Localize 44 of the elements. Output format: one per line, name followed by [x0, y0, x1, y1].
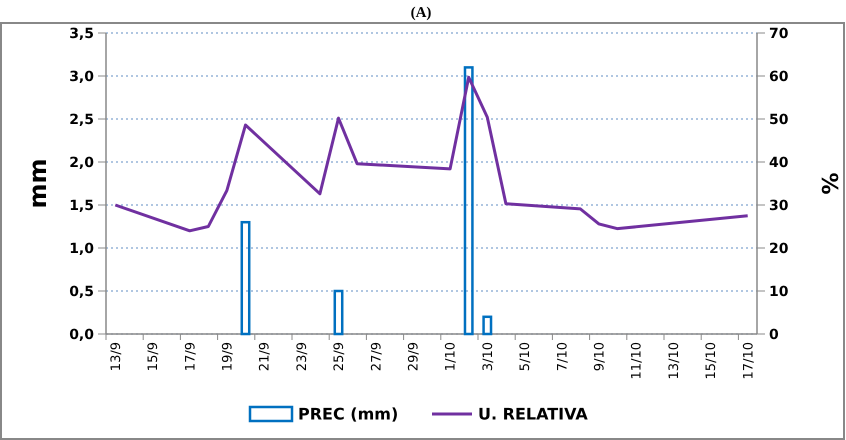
y2-axis-title: % — [816, 172, 841, 195]
y2-tick-label: 40 — [769, 154, 789, 171]
chart-title: (A) — [410, 5, 432, 21]
x-tick-label: 27/9 — [369, 342, 384, 372]
line-series — [114, 76, 750, 232]
x-tick-label: 25/9 — [332, 342, 348, 372]
x-tick-label: 3/10 — [480, 342, 496, 372]
y2-tick-label: 20 — [769, 240, 789, 257]
x-tick-label: 17/10 — [741, 342, 756, 380]
y2-tick-label: 30 — [769, 198, 789, 214]
legend-label: U. RELATIVA — [478, 404, 588, 424]
x-tick-label: 5/10 — [518, 342, 534, 372]
bar — [464, 66, 474, 336]
y-tick-label: 0,0 — [69, 326, 94, 343]
y2-tick-label: 60 — [769, 68, 789, 85]
y-tick-label: 3,5 — [69, 26, 94, 42]
x-tick-label: 7/10 — [555, 342, 570, 372]
y-tick-label: 0,5 — [69, 284, 94, 300]
bar — [240, 220, 250, 336]
y-tick-label: 1,0 — [69, 240, 94, 257]
y-tick-label: 3,0 — [69, 68, 94, 85]
y2-tick-label: 0 — [769, 326, 779, 343]
x-tick-label: 13/9 — [108, 342, 124, 372]
y2-tick-label: 50 — [769, 112, 789, 128]
x-tick-label: 29/9 — [406, 342, 422, 372]
x-tick-label: 17/9 — [183, 342, 198, 372]
x-tick-label: 19/9 — [220, 342, 236, 372]
bar — [482, 316, 492, 336]
y-tick-label: 2,5 — [69, 112, 94, 128]
y-tick-label: 1,5 — [69, 198, 94, 214]
x-tick-label: 1/10 — [444, 342, 459, 372]
bar — [334, 290, 344, 336]
x-tick-label: 9/10 — [592, 342, 608, 372]
y2-tick-label: 70 — [769, 26, 789, 42]
legend-label: PREC (mm) — [298, 404, 398, 424]
x-tick-label: 15/10 — [704, 342, 720, 380]
x-tick-label: 23/9 — [294, 342, 310, 372]
x-tick-label: 11/10 — [630, 342, 645, 380]
x-tick-label: 13/10 — [666, 342, 682, 380]
y-tick-label: 2,0 — [69, 154, 94, 171]
y-axis-title: mm — [24, 158, 52, 209]
y2-tick-label: 10 — [769, 284, 789, 300]
x-tick-label: 15/9 — [146, 342, 162, 372]
x-tick-label: 21/9 — [258, 342, 273, 372]
